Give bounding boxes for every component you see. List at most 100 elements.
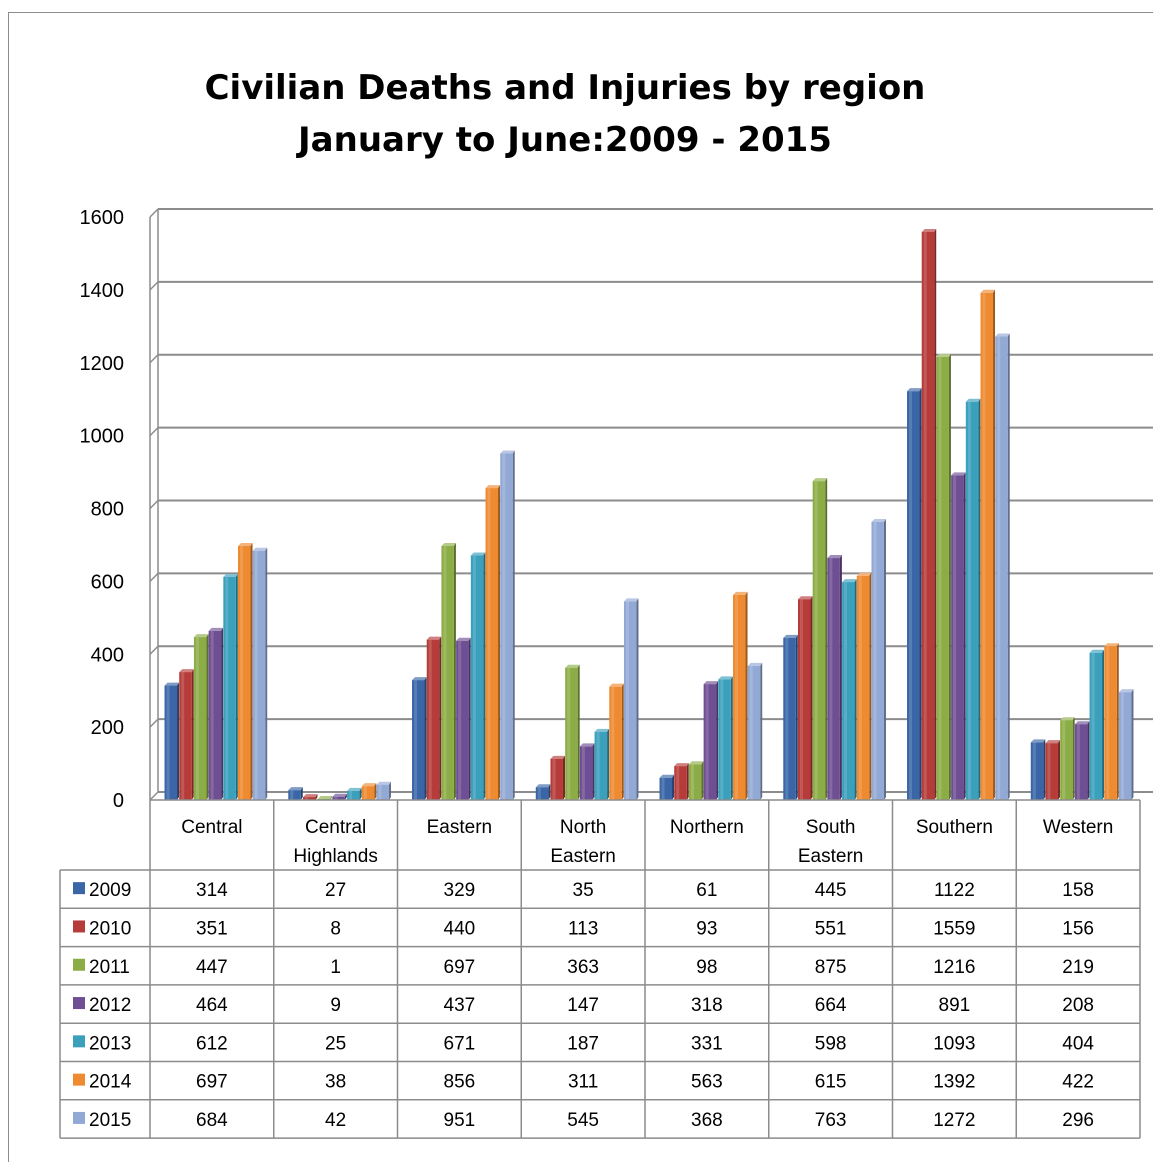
- table-cell: 563: [691, 1072, 723, 1093]
- bar-front: [1089, 652, 1103, 800]
- table-cell: 156: [1062, 918, 1094, 939]
- table-cell: 615: [815, 1072, 847, 1093]
- bar-2012-7: [1074, 721, 1090, 800]
- bar-side: [235, 574, 238, 800]
- table-cell: 296: [1062, 1110, 1094, 1131]
- table-cell: 763: [815, 1110, 847, 1131]
- bar-front: [703, 684, 717, 800]
- table-cell: 158: [1062, 880, 1094, 901]
- bar-front: [936, 356, 949, 800]
- bar-side: [883, 518, 886, 800]
- bar-highlight: [225, 577, 229, 800]
- table-cell: 1122: [934, 880, 975, 901]
- series-label-2014: 2014: [89, 1072, 132, 1093]
- bar-2009-7: [1030, 739, 1046, 800]
- bar-front: [842, 582, 855, 800]
- bar-top: [470, 552, 486, 556]
- bar-side: [265, 547, 268, 800]
- bar-top: [965, 398, 981, 402]
- bar-2013-0: [223, 574, 238, 800]
- bar-2014-0: [238, 543, 253, 800]
- bar-top: [718, 676, 733, 680]
- bar-front: [980, 292, 994, 800]
- table-cell: 545: [567, 1110, 599, 1131]
- bar-2010-1: [302, 794, 318, 800]
- bar-2013-6: [965, 398, 981, 800]
- bar-2014-6: [980, 289, 996, 800]
- bar-2012-4: [703, 681, 719, 800]
- table-cell: 27: [325, 880, 346, 901]
- table-cell: 598: [815, 1033, 847, 1054]
- table-cell: 697: [196, 1072, 228, 1093]
- bar-top: [579, 743, 595, 747]
- bar-side: [636, 598, 639, 800]
- bar-side: [919, 388, 922, 800]
- bar-top: [193, 634, 209, 638]
- category-label: Central: [181, 817, 242, 838]
- bar-side: [1131, 689, 1134, 800]
- bar-side: [206, 634, 209, 800]
- bar-front: [500, 453, 513, 800]
- bar-side: [701, 761, 704, 800]
- bar-highlight: [254, 550, 258, 800]
- bar-2014-3: [609, 683, 624, 800]
- bar-2010-4: [674, 763, 689, 800]
- bar-top: [921, 228, 937, 232]
- legend-key-2011: [73, 958, 85, 971]
- bar-top: [951, 472, 966, 476]
- bar-top: [208, 627, 224, 631]
- bar-highlight: [304, 797, 308, 800]
- bar-front: [164, 685, 178, 800]
- bar-top: [164, 682, 180, 686]
- bar-side: [1087, 721, 1090, 800]
- bar-side: [716, 681, 719, 800]
- table-cell: 35: [573, 880, 594, 901]
- bar-highlight: [858, 575, 862, 800]
- series-label-2010: 2010: [89, 918, 131, 939]
- table-cell: 445: [815, 880, 847, 901]
- bar-side: [300, 787, 303, 800]
- bar-highlight: [567, 667, 571, 800]
- bar-2014-2: [485, 485, 501, 800]
- legend-key-2009: [73, 882, 85, 895]
- bar-side: [934, 228, 937, 800]
- bar-top: [1060, 717, 1075, 721]
- table-cell: 664: [815, 995, 847, 1016]
- bar-front: [733, 594, 746, 800]
- gridline-side: [149, 281, 159, 291]
- bar-top: [1074, 721, 1090, 725]
- bar-front: [1030, 742, 1044, 800]
- bar-top: [812, 478, 828, 482]
- bar-2013-1: [347, 787, 362, 800]
- bar-side: [388, 781, 391, 800]
- bar-side: [745, 591, 748, 800]
- bar-side: [795, 634, 798, 800]
- bar-highlight: [349, 790, 353, 800]
- bar-highlight: [799, 599, 803, 800]
- bar-highlight: [240, 546, 244, 800]
- bar-2010-0: [179, 669, 194, 800]
- bar-top: [609, 683, 624, 687]
- table-cell: 368: [691, 1110, 723, 1131]
- bar-front: [1118, 692, 1132, 800]
- bar-top: [842, 579, 857, 583]
- bar-side: [1043, 739, 1046, 800]
- bar-front: [907, 391, 920, 800]
- bar-highlight: [290, 790, 294, 800]
- table-cell: 1093: [933, 1033, 975, 1054]
- bar-2015-0: [252, 547, 268, 800]
- chart-frame: [8, 12, 1153, 1162]
- bar-side: [439, 636, 442, 800]
- gridline-side: [149, 208, 159, 218]
- category-label: Eastern: [550, 846, 615, 867]
- bar-front: [783, 637, 796, 800]
- bar-2010-2: [426, 636, 442, 800]
- bar-highlight: [414, 680, 418, 800]
- bar-front: [623, 601, 637, 800]
- bar-2009-2: [412, 677, 427, 800]
- bar-side: [854, 579, 857, 800]
- table-cell: 331: [691, 1033, 723, 1054]
- series-label-2013: 2013: [89, 1033, 131, 1054]
- bar-front: [252, 550, 266, 800]
- bar-front: [332, 796, 345, 800]
